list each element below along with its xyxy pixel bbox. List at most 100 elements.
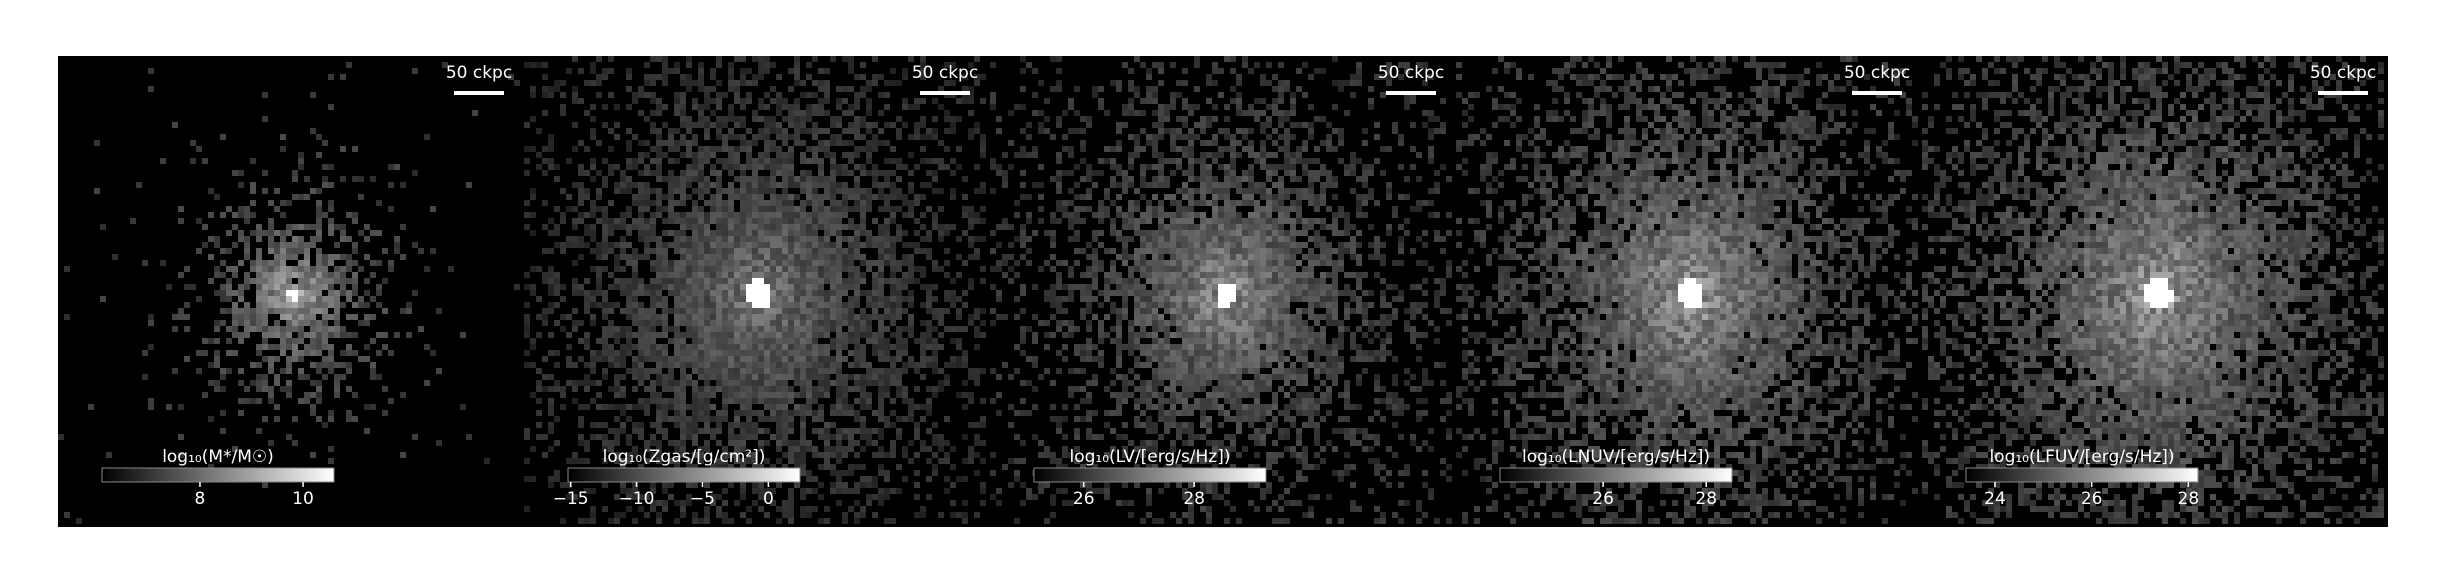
- pixel: [938, 320, 944, 326]
- pixel: [530, 116, 536, 122]
- pixel: [1176, 212, 1182, 218]
- pixel: [626, 188, 632, 194]
- pixel: [770, 182, 776, 188]
- pixel: [656, 170, 662, 176]
- pixel: [824, 68, 830, 74]
- pixel: [548, 284, 554, 290]
- pixel: [626, 206, 632, 212]
- pixel: [584, 302, 590, 308]
- pixel: [1176, 218, 1182, 224]
- pixel: [608, 170, 614, 176]
- pixel: [94, 188, 100, 194]
- pixel: [866, 332, 872, 338]
- pixel: [1146, 404, 1152, 410]
- pixel: [638, 398, 644, 404]
- pixel: [686, 146, 692, 152]
- pixel: [596, 92, 602, 98]
- pixel: [292, 284, 298, 290]
- pixel: [662, 332, 668, 338]
- pixel: [602, 368, 608, 374]
- pixel: [662, 194, 668, 200]
- pixel: [740, 512, 746, 518]
- pixel: [602, 74, 608, 80]
- pixel: [1038, 266, 1044, 272]
- pixel: [1110, 158, 1116, 164]
- pixel: [830, 134, 836, 140]
- pixel: [1050, 230, 1056, 236]
- pixel: [280, 314, 286, 320]
- pixel: [692, 314, 698, 320]
- pixel: [722, 140, 728, 146]
- pixel: [740, 248, 746, 254]
- pixel: [1128, 236, 1134, 242]
- pixel: [590, 164, 596, 170]
- pixel: [1038, 482, 1044, 488]
- pixel: [752, 140, 758, 146]
- pixel: [782, 404, 788, 410]
- pixel: [716, 134, 722, 140]
- pixel: [1140, 218, 1146, 224]
- pixel: [716, 350, 722, 356]
- pixel: [812, 506, 818, 512]
- pixel: [806, 182, 812, 188]
- pixel: [776, 230, 782, 236]
- pixel: [644, 338, 650, 344]
- pixel: [776, 128, 782, 134]
- pixel: [968, 284, 974, 290]
- pixel: [788, 374, 794, 380]
- pixel: [286, 290, 292, 296]
- pixel: [854, 248, 860, 254]
- pixel: [908, 242, 914, 248]
- pixel: [250, 308, 256, 314]
- pixel: [962, 212, 968, 218]
- pixel: [806, 410, 812, 416]
- pixel: [548, 476, 554, 482]
- pixel: [674, 380, 680, 386]
- pixel: [1152, 92, 1158, 98]
- pixel: [1116, 212, 1122, 218]
- pixel: [980, 308, 986, 314]
- pixel: [1182, 224, 1188, 230]
- pixel: [370, 260, 376, 266]
- pixel: [956, 476, 962, 482]
- pixel: [722, 344, 728, 350]
- pixel: [232, 302, 238, 308]
- pixel: [656, 518, 662, 524]
- pixel: [184, 302, 190, 308]
- pixel: [854, 242, 860, 248]
- pixel: [584, 224, 590, 230]
- pixel: [280, 350, 286, 356]
- pixel: [818, 326, 824, 332]
- pixel: [878, 194, 884, 200]
- pixel: [280, 290, 286, 296]
- pixel: [914, 422, 920, 428]
- pixel: [1074, 404, 1080, 410]
- pixel: [710, 206, 716, 212]
- pixel: [848, 68, 854, 74]
- pixel: [238, 332, 244, 338]
- pixel: [872, 194, 878, 200]
- pixel: [734, 212, 740, 218]
- pixel: [256, 272, 262, 278]
- pixel: [1068, 200, 1074, 206]
- pixel: [788, 146, 794, 152]
- pixel: [764, 302, 770, 308]
- pixel: [758, 278, 764, 284]
- pixel: [990, 188, 996, 194]
- pixel: [938, 188, 944, 194]
- pixel: [352, 392, 358, 398]
- pixel: [548, 140, 554, 146]
- pixel: [752, 314, 758, 320]
- pixel: [680, 440, 686, 446]
- pixel: [836, 134, 842, 140]
- pixel: [1176, 428, 1182, 434]
- pixel: [944, 440, 950, 446]
- pixel: [710, 338, 716, 344]
- pixel: [1134, 230, 1140, 236]
- pixel: [1116, 344, 1122, 350]
- pixel: [854, 296, 860, 302]
- pixel: [854, 410, 860, 416]
- pixel: [1116, 326, 1122, 332]
- pixel: [1020, 56, 1026, 62]
- pixel: [866, 242, 872, 248]
